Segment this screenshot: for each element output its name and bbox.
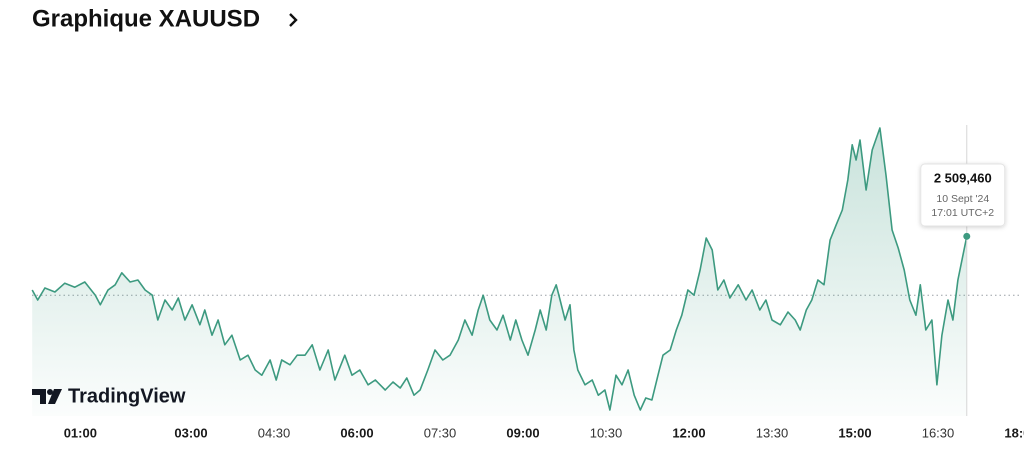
area-fill (32, 128, 967, 416)
x-tick-label: 10:30 (590, 425, 623, 440)
title-chevron[interactable] (289, 13, 298, 27)
x-tick-label: 12:00 (672, 425, 705, 440)
x-tick-label: 07:30 (424, 425, 457, 440)
tooltip-box (920, 163, 1006, 227)
x-tick-label: 13:30 (756, 425, 789, 440)
x-tick-label: 15:00 (838, 425, 871, 440)
x-tick-label: 09:00 (506, 425, 539, 440)
logo-mark (32, 389, 46, 404)
logo-dot (47, 389, 53, 395)
last-point (963, 232, 971, 240)
logo-mark (48, 389, 62, 404)
tooltip-date: 10 Sept '24 (936, 193, 989, 205)
x-tick-label: 04:30 (258, 425, 291, 440)
plot-area: 01:00 03:00 04:30 06:00 07:30 09:00 10:30 12:00… (31, 125, 1024, 440)
x-tick-label: 16:30 (922, 425, 955, 440)
x-tick-label: 06:00 (340, 425, 373, 440)
watermark: TradingView (32, 385, 186, 407)
x-tick-label: 01:00 (64, 425, 97, 440)
price-line (31, 127, 968, 411)
tooltip-time: 17:01 UTC+2 (931, 207, 994, 219)
x-tick-label: 03:00 (174, 425, 207, 440)
tooltip-price: 2 509,460 (934, 170, 992, 185)
watermark-text: TradingView (68, 385, 186, 407)
chart-title: Graphique XAUUSD (32, 5, 260, 32)
tooltip: 2 509,460 10 Sept '24 17:01 UTC+2 (920, 163, 1006, 227)
x-tick-label: 18:00 (1004, 425, 1024, 440)
